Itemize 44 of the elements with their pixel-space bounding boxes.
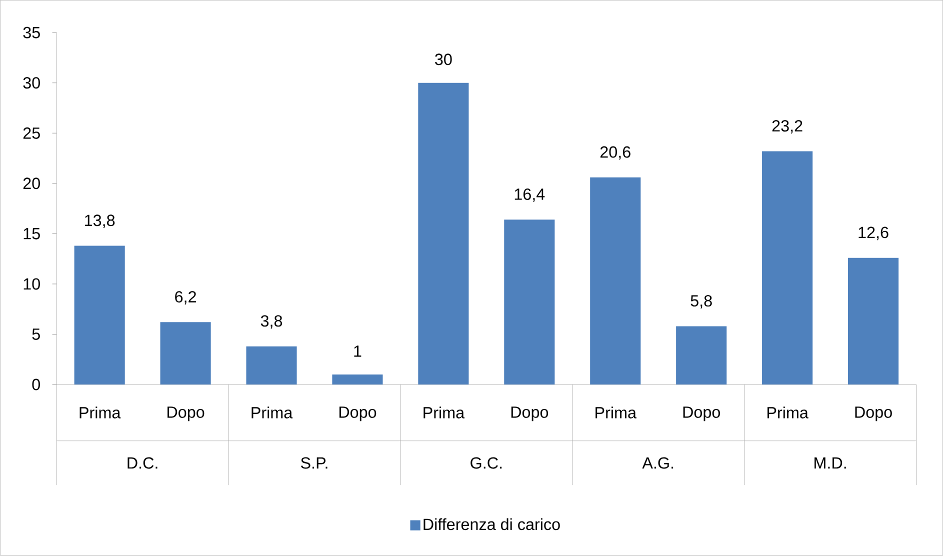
y-tick-label: 15: [24, 228, 40, 240]
bar: [74, 246, 125, 385]
y-tick-label: 5: [32, 328, 40, 340]
text: 16,4: [514, 188, 545, 202]
text: 6,2: [175, 291, 196, 305]
x-tick-label: Prima: [596, 406, 636, 419]
legend-label: Differenza di carico: [424, 518, 560, 530]
bar: [762, 151, 813, 385]
text: 13,8: [85, 214, 115, 228]
y-tick-label: 0: [32, 378, 40, 390]
text: 30: [435, 54, 452, 66]
bar: [590, 178, 641, 385]
x-tick-label: Dopo: [511, 406, 548, 422]
y-tick-label: 25: [23, 128, 40, 140]
text: M.D.: [814, 458, 846, 469]
x-tick-label: Prima: [768, 406, 808, 419]
x-tick-label: Prima: [252, 406, 293, 419]
bar: [848, 258, 899, 385]
text: 12,6: [858, 226, 888, 240]
y-tick-label: 20: [23, 178, 40, 190]
bar: [160, 322, 211, 385]
bar: [246, 346, 297, 385]
x-tick-label: Prima: [424, 406, 465, 419]
text: 23,2: [772, 120, 802, 134]
bar: [418, 83, 469, 385]
text: G.C.: [470, 457, 502, 469]
text: S.P.: [300, 457, 328, 469]
text: D.C.: [128, 457, 158, 469]
text: A.G.: [642, 457, 674, 469]
text: 1: [354, 346, 362, 357]
text: 5,8: [690, 295, 712, 309]
text: 20,6: [600, 146, 630, 160]
bar: [504, 220, 555, 385]
x-tick-label: Dopo: [855, 406, 892, 422]
y-tick-label: 35: [23, 27, 40, 38]
bar: [676, 326, 727, 385]
y-tick-label: 30: [23, 77, 40, 89]
bar: [332, 374, 383, 385]
x-tick-label: Dopo: [339, 406, 376, 422]
x-tick-label: Prima: [80, 406, 121, 419]
x-tick-label: Dopo: [683, 406, 720, 422]
text: 3,8: [260, 315, 282, 329]
y-tick-label: 10: [24, 278, 40, 290]
x-tick-label: Dopo: [168, 406, 204, 422]
